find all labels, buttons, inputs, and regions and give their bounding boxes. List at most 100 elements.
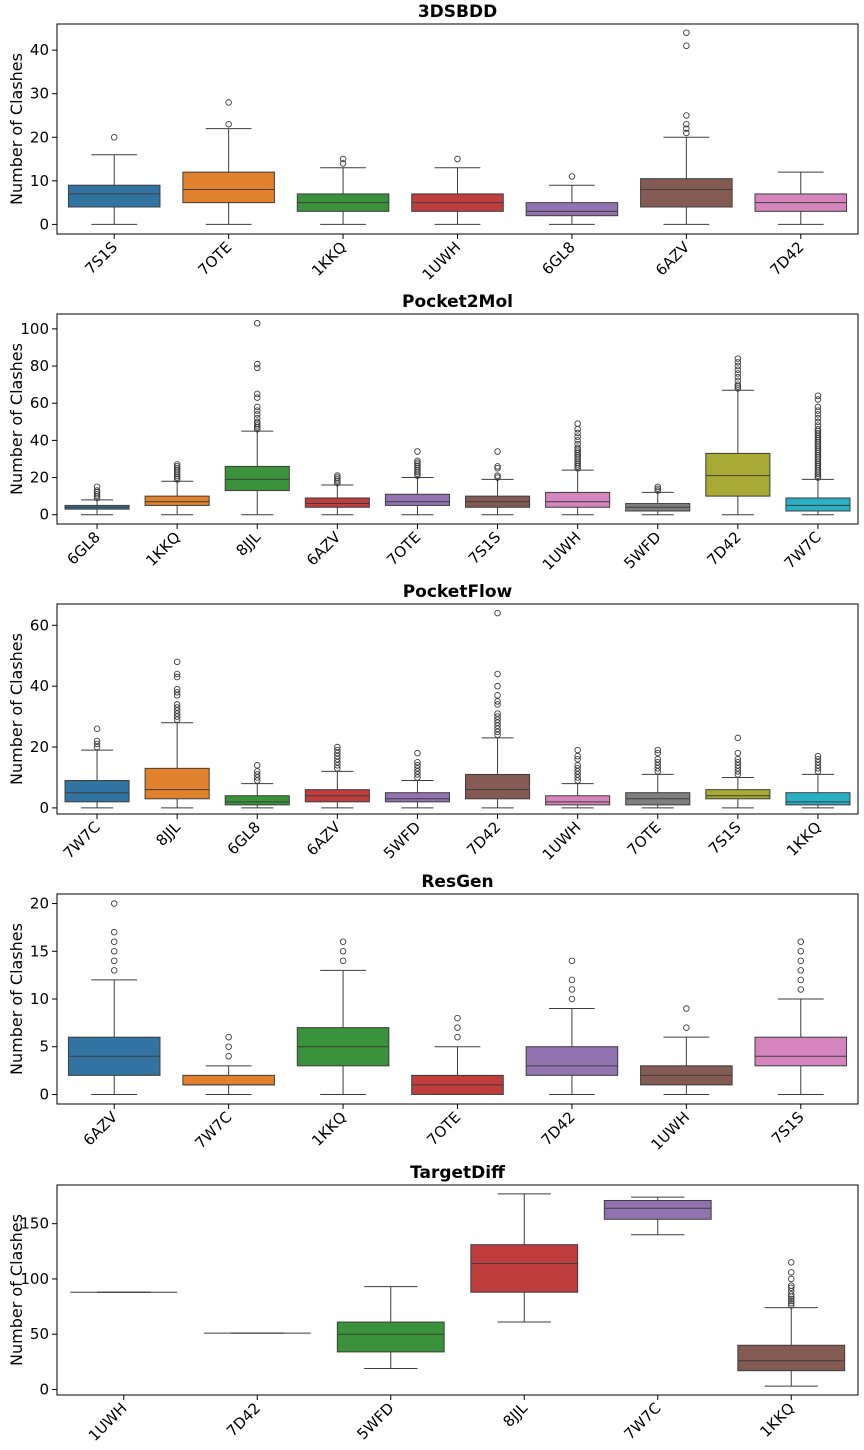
- x-tick-label: 1UWH: [539, 818, 585, 864]
- box-7ote: [182, 99, 275, 225]
- y-axis-label: Number of Clashes: [7, 1214, 26, 1366]
- outlier-point: [253, 390, 261, 398]
- outlier-point: [734, 377, 742, 385]
- plot-frame: [56, 893, 859, 1105]
- iqr-box: [785, 497, 851, 512]
- outlier-point: [797, 976, 805, 984]
- y-tick-label: 20: [30, 128, 49, 146]
- x-tick-label: 7W7C: [191, 1108, 235, 1152]
- box-5wfd: [384, 749, 450, 809]
- x-tick-label: 7D42: [704, 528, 745, 569]
- iqr-box: [182, 1074, 275, 1086]
- x-tick-label: 1UWH: [85, 1399, 131, 1445]
- outlier-point: [494, 719, 501, 726]
- outlier-point: [574, 752, 581, 760]
- outlier-point: [574, 762, 581, 769]
- y-tick-label: 15: [30, 942, 49, 960]
- x-tick-label: 5WFD: [380, 818, 424, 862]
- iqr-box: [182, 171, 275, 204]
- outlier-point: [574, 755, 581, 763]
- outlier-point: [253, 394, 261, 401]
- x-tick-label: 5WFD: [620, 528, 664, 572]
- box-8jjl: [144, 658, 210, 809]
- iqr-box: [785, 792, 851, 806]
- outlier-point: [814, 429, 822, 437]
- outlier-point: [494, 609, 501, 617]
- outlier-point: [574, 433, 581, 440]
- outlier-point: [574, 777, 581, 784]
- outlier-point: [574, 440, 581, 448]
- outlier-point: [574, 437, 581, 444]
- x-tick-label: 7S1S: [81, 238, 121, 278]
- outlier-point: [734, 755, 742, 763]
- outlier-point: [734, 373, 742, 381]
- outlier-point: [654, 759, 662, 766]
- outlier-point: [734, 734, 742, 742]
- outlier-point: [253, 774, 261, 781]
- outlier-point: [110, 948, 118, 955]
- chart-title: 3DSBDD: [418, 2, 497, 22]
- outlier-point: [814, 762, 822, 769]
- box-6gl8: [525, 173, 619, 225]
- x-tick-label: 7D42: [538, 1108, 579, 1149]
- outlier-point: [683, 112, 690, 119]
- y-tick-label: 40: [30, 41, 49, 59]
- x-tick-label: 1UWH: [647, 1108, 693, 1154]
- outlier-point: [788, 1297, 795, 1305]
- outlier-point: [110, 134, 118, 141]
- outlier-point: [814, 403, 822, 411]
- x-tick-label: 7D42: [766, 238, 807, 279]
- box-6azv: [640, 29, 733, 225]
- iqr-box: [144, 767, 210, 800]
- box-7d42: [754, 171, 848, 225]
- outlier-point: [574, 448, 581, 455]
- outlier-point: [173, 707, 181, 714]
- outlier-point: [814, 392, 822, 400]
- outlier-point: [253, 360, 261, 368]
- outlier-point: [93, 740, 101, 748]
- outlier-point: [574, 444, 581, 452]
- iqr-box: [465, 773, 531, 800]
- outlier-point: [494, 722, 501, 729]
- outlier-point: [788, 1269, 795, 1276]
- outlier-point: [334, 474, 341, 481]
- box-7w7c: [785, 392, 851, 516]
- outlier-point: [568, 957, 576, 965]
- iqr-box: [754, 1036, 848, 1067]
- outlier-point: [654, 765, 662, 772]
- outlier-point: [173, 692, 181, 699]
- outlier-point: [734, 366, 742, 374]
- box-1kkq: [785, 752, 851, 809]
- plot-frame: [56, 23, 859, 235]
- box-7ote: [411, 1014, 504, 1095]
- x-tick-label: 1KKQ: [783, 818, 825, 860]
- box-7d42: [705, 355, 771, 516]
- x-tick-label: 7OTE: [624, 818, 665, 859]
- outlier-point: [814, 418, 822, 426]
- outlier-point: [334, 749, 341, 757]
- outlier-point: [173, 704, 181, 711]
- outlier-point: [494, 474, 501, 481]
- outlier-point: [454, 1014, 461, 1022]
- iqr-box: [603, 1199, 712, 1220]
- iqr-box: [470, 1244, 579, 1293]
- y-tick-label: 0: [39, 799, 49, 817]
- outlier-point: [734, 749, 742, 757]
- x-tick-label: 6GL8: [64, 528, 104, 568]
- outlier-point: [734, 762, 742, 769]
- outlier-point: [414, 459, 421, 466]
- box-7d42: [465, 609, 531, 809]
- outlier-point: [814, 422, 822, 429]
- box-1kkq: [144, 461, 210, 516]
- outlier-point: [683, 129, 690, 137]
- outlier-point: [574, 425, 581, 433]
- outlier-point: [93, 483, 101, 491]
- y-tick-label: 100: [20, 320, 49, 338]
- x-tick-label: 7D42: [463, 818, 504, 859]
- outlier-point: [814, 407, 822, 414]
- outlier-point: [683, 1005, 690, 1012]
- outlier-point: [494, 698, 501, 705]
- outlier-point: [814, 755, 822, 763]
- outlier-point: [797, 948, 805, 955]
- outlier-point: [334, 476, 341, 483]
